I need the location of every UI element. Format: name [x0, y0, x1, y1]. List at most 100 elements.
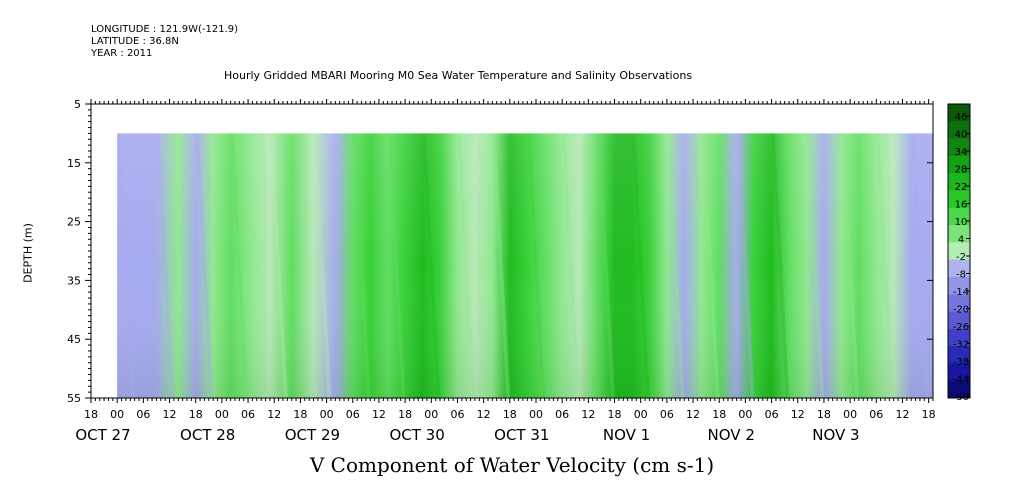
colorbar-swatch	[948, 242, 970, 261]
colorbar-swatch	[948, 190, 970, 209]
x-hour-label: 12	[267, 408, 281, 421]
heatmap-streak	[492, 133, 511, 398]
colorbar-swatch	[948, 138, 970, 157]
x-hour-label: 18	[608, 408, 622, 421]
colorbar-label: -8	[956, 270, 966, 281]
heatmap-streak	[631, 133, 650, 398]
x-hour-label: 12	[791, 408, 805, 421]
x-hour-label: 00	[320, 408, 334, 421]
x-date-label: OCT 31	[494, 426, 549, 444]
colorbar: 46 40 34 28 22 16 10 4 -2 -8 -14 -20 -26 -32 -38 -44 -50	[947, 103, 971, 403]
colorbar-label: 40	[955, 130, 968, 141]
colorbar-swatch	[948, 346, 970, 364]
heatmap-streak	[597, 133, 616, 398]
x-hour-label: 18	[712, 408, 726, 421]
heatmap-streak	[387, 133, 406, 398]
colorbar-swatch	[948, 363, 970, 382]
chart-title: Hourly Gridded MBARI Mooring M0 Sea Wate…	[224, 69, 693, 82]
x-hour-label: 06	[136, 408, 150, 421]
x-hour-label: 06	[450, 408, 464, 421]
colorbar-swatch	[948, 173, 970, 191]
heatmap-streaks	[117, 133, 930, 398]
x-hour-label: 06	[346, 408, 360, 421]
colorbar-label: 16	[955, 200, 968, 211]
x-hour-label: 00	[634, 408, 648, 421]
x-hour-label: 12	[895, 408, 909, 421]
x-date-label: OCT 29	[285, 426, 340, 444]
colorbar-label: -20	[953, 305, 969, 316]
x-axis: 18 00 06 12 18 00 06 12 18 00 06 12 18 00 06 12 18 00 06 12…	[75, 398, 936, 444]
colorbar-swatch	[948, 121, 970, 140]
heatmap-streak	[876, 133, 895, 398]
heatmap-streak	[352, 133, 371, 398]
heatmap-streak	[562, 133, 581, 398]
x-hour-label: 18	[817, 408, 831, 421]
x-hour-label: 18	[398, 408, 412, 421]
colorbar-label: -2	[956, 252, 966, 263]
colorbar-label: 10	[955, 217, 968, 228]
x-hour-label: 18	[84, 408, 98, 421]
longitude-label: LONGITUDE : 121.9W(-121.9)	[91, 24, 238, 35]
colorbar-swatch	[948, 225, 970, 243]
x-date-label: OCT 30	[389, 426, 444, 444]
x-date-label: OCT 27	[75, 426, 130, 444]
heatmap-streak	[230, 133, 249, 398]
x-hour-label: 00	[110, 408, 124, 421]
depth-shading	[117, 133, 934, 398]
x-date-label: NOV 1	[603, 426, 650, 444]
colorbar-label: -26	[953, 322, 969, 333]
colorbar-label: -32	[953, 340, 969, 351]
colorbar-swatch	[948, 155, 970, 174]
colorbar-swatch	[948, 276, 970, 295]
colorbar-swatch	[948, 259, 970, 278]
x-hour-label: 18	[922, 408, 936, 421]
heatmap-streak	[156, 133, 175, 398]
y-tick-label: 5	[74, 98, 81, 111]
colorbar-label: 22	[955, 182, 968, 193]
x-date-label: NOV 2	[708, 426, 755, 444]
latitude-label: LATITUDE : 36.8N	[91, 36, 179, 47]
y-tick-label: 25	[67, 216, 81, 229]
heatmap-streak	[195, 133, 214, 398]
x-hour-label: 12	[581, 408, 595, 421]
year-label: YEAR : 2011	[91, 48, 153, 59]
x-hour-label: 06	[555, 408, 569, 421]
colorbar-swatch	[948, 294, 970, 313]
colorbar-label: 46	[955, 112, 968, 123]
x-hour-label: 12	[477, 408, 491, 421]
colorbar-label: 28	[955, 165, 968, 176]
y-tick-label: 55	[67, 392, 81, 405]
x-hour-label: 12	[372, 408, 386, 421]
y-tick-label: 35	[67, 274, 81, 287]
colorbar-swatch	[948, 207, 970, 226]
y-tick-label: 15	[67, 157, 81, 170]
x-axis-top-ticks	[90, 99, 934, 104]
x-hour-label: 00	[424, 408, 438, 421]
colorbar-frame	[947, 103, 971, 399]
heatmap-streak	[457, 133, 476, 398]
colorbar-label: 4	[958, 235, 964, 246]
heatmap-streak	[117, 133, 136, 398]
x-hour-label: 18	[293, 408, 307, 421]
x-hour-label: 12	[686, 408, 700, 421]
heatmap-streak	[269, 133, 288, 398]
heatmap-streak	[841, 133, 860, 398]
y-axis: 5 15 25 35 45 55	[67, 98, 933, 405]
heatmap-streak	[527, 133, 546, 398]
heatmap-streak	[736, 133, 755, 398]
colorbar-swatch	[948, 380, 970, 399]
x-hour-label: 06	[869, 408, 883, 421]
x-hour-label: 06	[660, 408, 674, 421]
colorbar-swatch	[948, 104, 970, 122]
x-hour-label: 18	[189, 408, 203, 421]
heatmap-streak	[313, 133, 332, 398]
x-axis-label: V Component of Water Velocity (cm s-1)	[309, 453, 715, 477]
x-hour-label: 12	[163, 408, 177, 421]
heatmap-streak	[771, 133, 790, 398]
heatmap-streak	[422, 133, 441, 398]
x-hour-label: 06	[241, 408, 255, 421]
colorbar-swatch	[948, 311, 970, 330]
colorbar-label: 34	[955, 147, 968, 158]
x-hour-label: 00	[843, 408, 857, 421]
